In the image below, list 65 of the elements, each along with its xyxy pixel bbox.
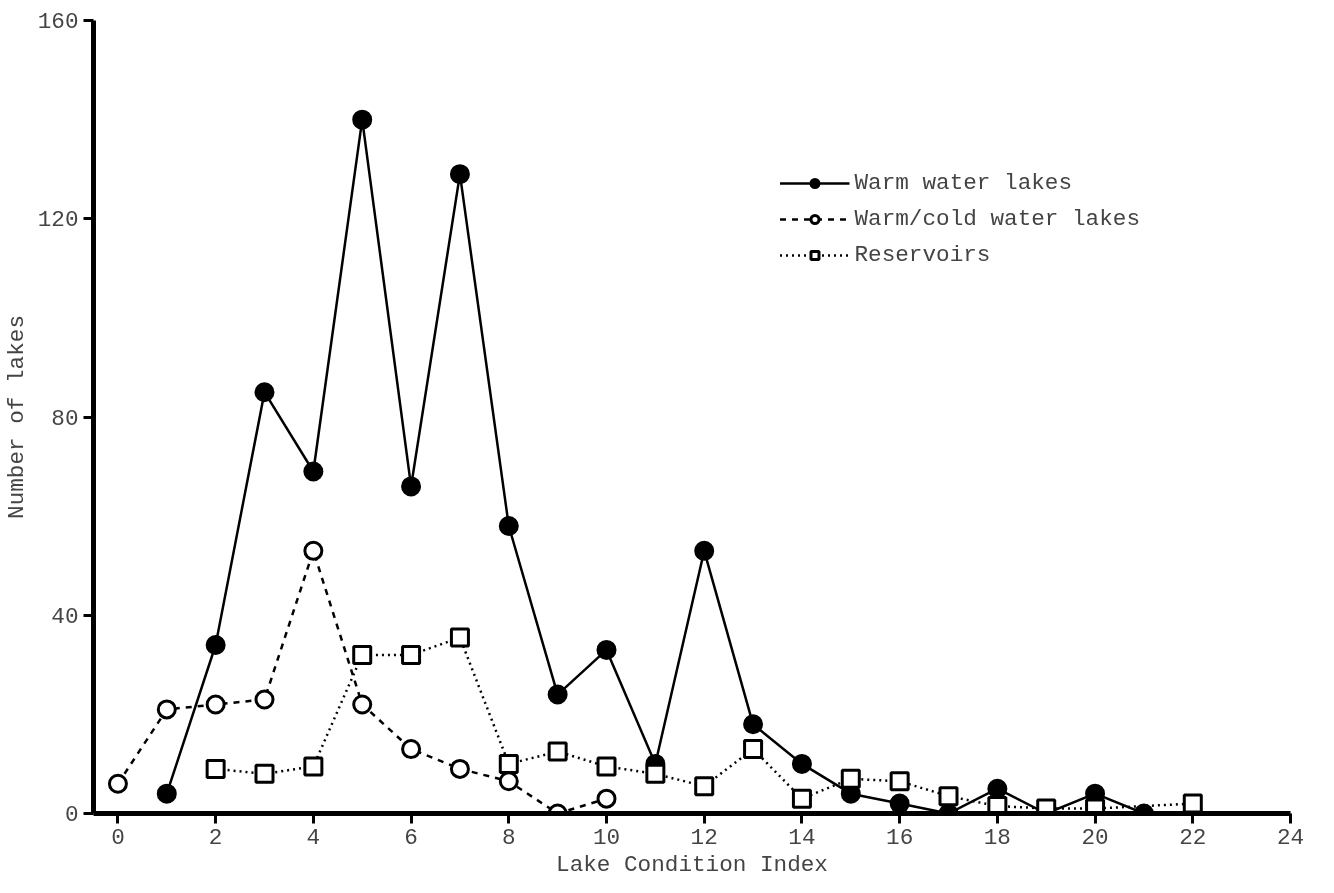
point [547,741,568,762]
point [743,739,764,760]
point [645,763,666,784]
y-tick-label: 80 [51,405,79,432]
point [498,771,519,792]
x-tick-label: 12 [690,824,718,851]
point [205,635,226,655]
point [498,516,519,537]
legend-label: Warm/cold water lakes [854,206,1140,232]
point [205,694,226,715]
point [352,644,373,665]
point [205,758,226,779]
point [303,540,324,561]
point [401,739,422,760]
y-axis-title: Number of lakes [3,315,30,519]
point [352,109,373,130]
point [596,788,617,809]
point [254,689,275,710]
point [352,694,373,715]
point [401,476,422,497]
y-tick-label: 120 [37,207,79,234]
y-tick-label: 40 [51,603,79,630]
point [156,783,177,804]
point [694,776,715,797]
x-tick-label: 8 [501,824,516,851]
point [596,639,617,660]
point [938,786,959,807]
point [889,793,910,814]
y-tick-label: 0 [64,802,79,828]
legend-label: Warm water lakes [854,170,1073,196]
x-tick-label: 10 [592,824,621,851]
point [791,753,812,774]
point [449,627,470,648]
x-tick-label: 2 [208,824,223,851]
legend-label: Reservoirs [854,242,991,268]
point [254,382,275,403]
point [303,461,324,482]
point [596,756,617,777]
point [303,756,324,777]
point [401,644,422,665]
point [547,684,568,705]
x-axis-title: Lake Condition Index [556,851,828,878]
point [254,763,275,784]
x-tick-label: 14 [788,824,816,851]
point [156,699,177,720]
x-tick-label: 20 [1081,824,1109,851]
x-tick-label: 0 [111,824,125,851]
point [840,768,861,789]
point [107,773,128,794]
point [1182,793,1203,814]
point [449,758,470,779]
point [791,788,812,809]
x-tick-label: 18 [983,824,1011,851]
point [743,714,764,735]
point [889,771,910,792]
x-tick-label: 22 [1179,824,1207,851]
x-tick-label: 24 [1276,824,1305,851]
x-tick-label: 4 [306,824,321,851]
point [987,778,1008,799]
x-tick-label: 6 [404,824,418,851]
y-tick-label: 160 [37,9,79,35]
point [694,540,715,561]
x-tick-label: 16 [886,824,914,851]
point [498,753,519,774]
point [449,164,470,185]
